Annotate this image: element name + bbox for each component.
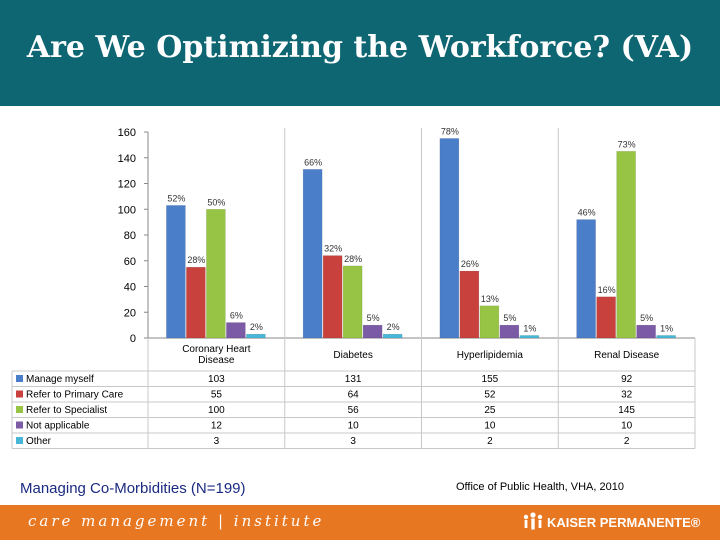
table-cell: 100 — [208, 405, 225, 416]
legend-label: Other — [26, 436, 52, 447]
bar-data-label: 16% — [598, 285, 616, 295]
bar-data-label: 73% — [618, 139, 636, 149]
chart-caption: Managing Co-Morbidities (N=199) — [20, 480, 246, 497]
bar-data-label: 2% — [387, 322, 400, 332]
category-label: Renal Disease — [594, 350, 659, 361]
table-cell: 55 — [211, 390, 223, 401]
category-label: Hyperlipidemia — [457, 350, 524, 361]
bar — [226, 322, 246, 339]
bar — [656, 335, 676, 339]
y-tick-label: 140 — [118, 153, 136, 165]
y-tick-label: 120 — [118, 179, 136, 191]
table-cell: 10 — [484, 421, 496, 432]
bar-data-label: 1% — [523, 323, 536, 333]
table-cell: 131 — [345, 374, 362, 385]
table-cell: 3 — [350, 436, 356, 447]
table-cell: 25 — [484, 405, 496, 416]
bar — [519, 335, 540, 339]
bar — [166, 205, 186, 339]
bar-data-label: 78% — [441, 126, 459, 136]
table-cell: 56 — [348, 405, 360, 416]
source-caption: Office of Public Health, VHA, 2010 — [456, 481, 624, 493]
legend-label: Refer to Primary Care — [26, 390, 124, 401]
bar-data-label: 5% — [640, 313, 653, 323]
table-cell: 2 — [624, 436, 630, 447]
table-cell: 52 — [484, 390, 496, 401]
table-cell: 3 — [214, 436, 220, 447]
bar-data-label: 5% — [503, 313, 516, 323]
bar — [342, 265, 363, 339]
bar — [576, 219, 596, 339]
bar — [382, 333, 403, 339]
bar — [302, 169, 323, 339]
legend-label: Not applicable — [26, 421, 90, 432]
y-tick-label: 100 — [118, 204, 136, 216]
bar-data-label: 28% — [344, 254, 362, 264]
legend-swatch — [16, 406, 23, 413]
table-cell: 103 — [208, 374, 225, 385]
bar-chart: 0 20 40 60 80 100 120 140 160 52% 28% 50% 6% 2% Corona… — [11, 126, 696, 449]
bar — [636, 324, 656, 339]
bar-data-label: 13% — [481, 294, 499, 304]
bar — [596, 296, 616, 339]
legend-swatch — [16, 375, 23, 382]
bar — [499, 324, 520, 339]
table-cell: 155 — [482, 374, 499, 385]
y-tick-label: 80 — [124, 230, 136, 242]
bar — [616, 151, 636, 339]
slide-title: Are We Optimizing the Workforce? (VA) — [26, 30, 694, 65]
bar-data-label: 5% — [367, 313, 380, 323]
bar-data-label: 52% — [167, 193, 185, 203]
kaiser-permanente-logo-text: KAISER PERMANENTE® — [547, 515, 701, 530]
bar-data-label: 6% — [230, 311, 243, 321]
bar-data-label: 66% — [304, 157, 322, 167]
bar — [362, 324, 383, 339]
bar — [186, 266, 206, 339]
table-cell: 32 — [621, 390, 633, 401]
bar-data-label: 26% — [461, 259, 479, 269]
bar-data-label: 32% — [324, 244, 342, 254]
bar — [479, 305, 500, 339]
bar — [439, 138, 460, 339]
table-cell: 2 — [487, 436, 493, 447]
category-label: Disease — [198, 355, 235, 366]
category-label: Coronary Heart — [182, 344, 251, 355]
kp-people-icon — [523, 512, 543, 530]
title-bar — [0, 0, 720, 106]
y-tick-label: 20 — [124, 307, 136, 319]
bar — [322, 255, 343, 339]
table-cell: 145 — [618, 405, 635, 416]
y-tick-label: 40 — [124, 282, 136, 294]
cmi-logo-text: care management | institute — [28, 512, 325, 530]
y-tick-label: 0 — [130, 333, 136, 345]
legend-label: Manage myself — [26, 374, 94, 385]
legend-swatch — [16, 390, 23, 398]
bar — [459, 270, 480, 339]
footer-bar — [0, 505, 720, 540]
table-cell: 10 — [621, 421, 633, 432]
table-cell: 92 — [621, 374, 633, 385]
legend-label: Refer to Specialist — [26, 405, 107, 416]
bar-data-label: 1% — [660, 323, 673, 333]
bar-data-label: 50% — [207, 197, 225, 207]
category-label: Diabetes — [333, 350, 372, 361]
y-tick-label: 160 — [118, 127, 136, 139]
table-cell: 64 — [348, 390, 360, 401]
table-cell: 12 — [211, 421, 223, 432]
bar — [246, 333, 266, 339]
bar-data-label: 28% — [187, 255, 205, 265]
bar — [206, 209, 226, 339]
table-cell: 10 — [348, 421, 360, 432]
legend-swatch — [16, 437, 23, 444]
legend-swatch — [16, 421, 23, 429]
bar-data-label: 2% — [250, 322, 263, 332]
bar-data-label: 46% — [578, 208, 596, 218]
y-tick-label: 60 — [124, 256, 136, 268]
